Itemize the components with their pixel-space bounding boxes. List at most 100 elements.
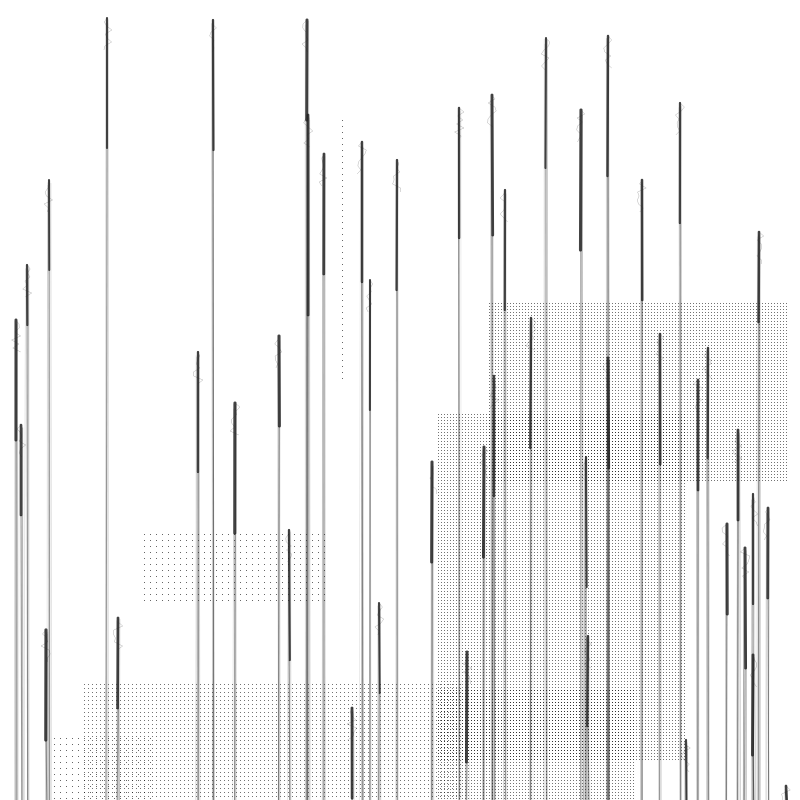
scribble-head: [16, 424, 27, 458]
stroke-cluster: [487, 93, 497, 800]
faint-line: [758, 233, 760, 800]
scribble-head: [346, 707, 358, 741]
scribble-head: [318, 153, 328, 187]
faint-line: [379, 608, 381, 800]
faint-line: [380, 603, 382, 800]
mid-line: [743, 667, 746, 800]
scribble-head: [540, 37, 550, 71]
faint-line: [490, 95, 492, 800]
dark-core-line: [606, 356, 611, 470]
dark-core-line: [464, 650, 469, 764]
faint-line: [107, 19, 109, 800]
stroke-cluster: [479, 445, 489, 800]
dark-core-line: [584, 455, 588, 589]
faint-line: [739, 435, 741, 800]
mid-line: [458, 237, 461, 800]
faint-line: [306, 115, 308, 800]
mid-line: [757, 321, 760, 800]
stroke-cluster: [356, 140, 367, 800]
faint-line: [16, 322, 18, 800]
faint-line: [47, 182, 49, 800]
faint-line: [757, 235, 759, 800]
faint-line: [588, 636, 590, 800]
scribble-head: [22, 264, 33, 298]
faint-line: [506, 193, 508, 800]
mid-line: [26, 324, 29, 800]
mid-line: [529, 447, 532, 800]
stroke-cluster: [525, 316, 537, 800]
faint-line: [48, 181, 51, 800]
faint-line: [27, 269, 29, 800]
faint-line: [696, 380, 698, 800]
dark-core-line: [490, 93, 495, 237]
stroke-cluster: [16, 423, 27, 800]
dot-field: [54, 734, 154, 800]
scribble-head: [763, 507, 771, 541]
faint-line: [754, 657, 756, 800]
stroke-cluster: [721, 522, 730, 800]
stroke-cluster: [303, 113, 314, 800]
dark-core-line: [529, 316, 533, 450]
stroke-cluster: [429, 460, 438, 800]
mid-line: [105, 147, 108, 800]
stroke-cluster: [681, 738, 691, 800]
faint-line: [22, 427, 24, 800]
mid-line: [465, 761, 468, 800]
stroke-cluster: [40, 628, 51, 800]
mid-line: [587, 725, 590, 800]
mid-line: [116, 707, 119, 800]
stroke-cluster: [103, 16, 113, 800]
stroke-cluster: [365, 278, 373, 800]
faint-line: [754, 498, 756, 800]
dark-core-line: [481, 445, 486, 559]
mid-line: [20, 514, 23, 800]
stroke-cluster: [576, 108, 586, 800]
faint-line: [304, 21, 307, 800]
mid-line: [493, 495, 496, 800]
mid-line: [288, 659, 291, 800]
faint-line: [277, 340, 279, 800]
stroke-cluster: [540, 36, 550, 800]
dot-field-layer: [54, 120, 788, 800]
faint-line: [287, 534, 289, 800]
stroke-cluster: [113, 616, 124, 800]
stroke-cluster: [583, 634, 593, 800]
scribble-head: [750, 493, 759, 527]
faint-line: [583, 460, 585, 800]
scribble-head: [374, 602, 385, 636]
mid-line: [607, 175, 610, 800]
scribble-head: [229, 402, 241, 436]
mid-line: [767, 597, 770, 800]
dark-core-line: [287, 528, 291, 662]
stroke-cluster: [637, 178, 647, 800]
faint-line: [211, 22, 213, 800]
stroke-cluster: [454, 106, 465, 800]
scribble-head: [40, 629, 51, 663]
faint-line: [765, 513, 767, 800]
scribble-head: [274, 335, 283, 369]
dark-core-line: [784, 784, 788, 800]
faint-line: [784, 791, 786, 800]
faint-line: [759, 234, 761, 800]
dark-core-line: [751, 653, 755, 757]
stroke-cluster: [11, 318, 22, 800]
dark-core-line: [743, 546, 748, 670]
faint-line: [105, 20, 107, 800]
faint-line: [658, 334, 660, 800]
mid-line: [504, 309, 507, 800]
stroke-cluster: [462, 650, 473, 800]
stroke-cluster: [581, 455, 588, 800]
faint-line: [353, 713, 355, 800]
scribble-head: [113, 617, 124, 651]
stroke-cluster: [655, 332, 665, 800]
stroke-cluster: [781, 784, 791, 800]
faint-line: [359, 142, 361, 800]
faint-line: [583, 462, 585, 800]
stroke-cluster: [489, 374, 500, 800]
faint-line: [489, 99, 492, 800]
stroke-cluster: [603, 356, 611, 800]
stroke-cluster: [193, 350, 204, 800]
faint-line: [657, 339, 659, 800]
mid-line: [277, 425, 280, 800]
faint-line: [309, 117, 311, 800]
